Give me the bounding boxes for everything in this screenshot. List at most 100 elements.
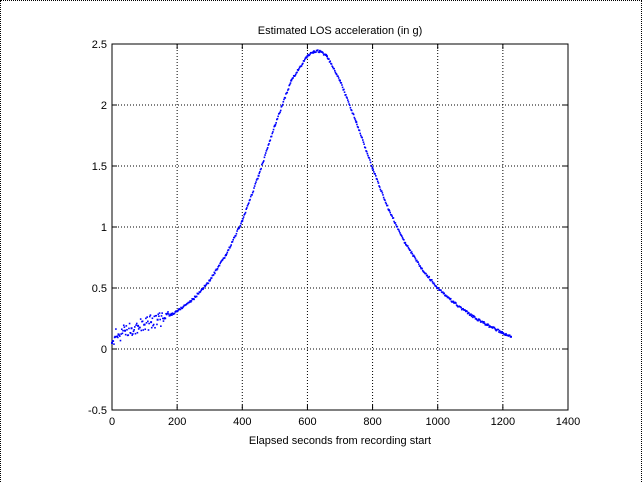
data-point xyxy=(235,232,238,235)
data-point xyxy=(167,311,169,313)
data-point xyxy=(205,284,207,287)
data-point xyxy=(403,238,405,241)
data-point xyxy=(318,51,320,54)
data-point xyxy=(305,56,308,59)
data-point xyxy=(471,314,474,316)
data-point xyxy=(139,318,142,320)
data-point xyxy=(416,259,418,262)
data-point xyxy=(410,251,413,253)
data-point xyxy=(270,135,273,138)
data-point xyxy=(197,292,200,295)
data-point xyxy=(419,265,421,267)
data-point xyxy=(406,245,409,247)
data-point xyxy=(378,185,380,187)
data-point xyxy=(306,55,309,58)
data-point xyxy=(399,232,401,234)
data-point xyxy=(414,258,417,260)
data-point xyxy=(312,50,315,53)
data-point xyxy=(407,246,410,249)
data-point xyxy=(332,66,334,68)
data-point xyxy=(366,152,369,155)
data-point xyxy=(118,334,120,336)
data-point xyxy=(360,134,362,137)
data-point xyxy=(500,330,502,333)
data-point xyxy=(302,62,304,65)
data-point xyxy=(282,100,285,103)
data-point xyxy=(266,146,269,149)
data-point xyxy=(364,146,367,149)
data-point xyxy=(258,172,261,175)
data-point xyxy=(504,334,507,336)
data-point xyxy=(455,304,458,306)
data-point xyxy=(417,261,419,263)
data-point xyxy=(433,282,435,284)
data-point xyxy=(137,324,140,327)
data-point xyxy=(134,332,137,335)
data-point xyxy=(166,312,169,315)
data-point xyxy=(499,331,502,334)
data-point xyxy=(226,251,229,254)
data-point xyxy=(359,132,361,135)
data-point xyxy=(111,341,113,344)
data-point xyxy=(122,324,125,327)
data-point xyxy=(268,142,270,145)
data-point xyxy=(117,333,120,336)
data-point xyxy=(263,156,266,159)
data-point xyxy=(264,152,267,154)
data-point xyxy=(119,339,122,342)
data-point xyxy=(345,93,347,96)
data-point xyxy=(239,224,242,227)
data-point xyxy=(186,302,189,305)
data-point xyxy=(369,159,371,161)
data-point xyxy=(204,285,206,288)
data-point xyxy=(355,121,358,124)
data-point xyxy=(300,65,303,67)
data-point xyxy=(347,101,350,103)
data-point xyxy=(120,328,123,331)
x-tick-label: 800 xyxy=(363,416,381,428)
data-point xyxy=(130,327,133,330)
data-point xyxy=(507,335,510,337)
data-point xyxy=(350,109,353,112)
data-point xyxy=(349,106,352,109)
data-point xyxy=(284,97,287,99)
data-point xyxy=(371,167,374,170)
data-point xyxy=(440,289,442,291)
data-point xyxy=(229,247,231,249)
data-point xyxy=(216,268,219,270)
data-point xyxy=(135,322,138,325)
data-point xyxy=(257,177,259,180)
data-point xyxy=(152,323,155,326)
data-point xyxy=(428,275,431,278)
data-point xyxy=(241,219,244,222)
data-point xyxy=(395,224,397,226)
data-point xyxy=(287,88,290,90)
data-point xyxy=(325,53,328,56)
data-point xyxy=(309,53,311,55)
data-point xyxy=(437,287,440,289)
data-point xyxy=(461,308,463,311)
data-point xyxy=(431,281,434,283)
x-tick-label: 1200 xyxy=(491,416,515,428)
data-point xyxy=(289,83,291,86)
data-point xyxy=(214,272,216,275)
data-point xyxy=(208,279,211,282)
data-point xyxy=(498,331,500,333)
data-point xyxy=(274,123,277,126)
x-tick-label: 0 xyxy=(109,416,115,428)
data-point xyxy=(128,322,131,325)
data-point xyxy=(217,266,219,268)
data-point xyxy=(348,103,350,105)
data-point xyxy=(209,278,212,281)
data-point xyxy=(257,174,260,177)
data-point xyxy=(476,318,478,321)
data-point xyxy=(444,294,447,296)
data-point xyxy=(249,195,252,198)
data-point xyxy=(487,323,489,325)
data-point xyxy=(219,261,222,263)
data-point xyxy=(290,78,293,81)
data-point xyxy=(286,91,289,94)
data-point xyxy=(449,297,452,300)
data-point xyxy=(113,343,115,345)
data-point xyxy=(443,292,446,295)
